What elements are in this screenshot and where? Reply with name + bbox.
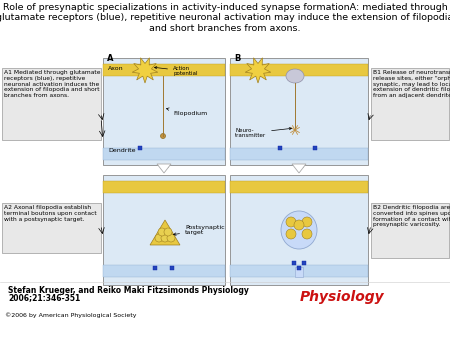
Text: Axon: Axon [108,66,124,71]
Bar [103,265,225,277]
Text: Neuro-
transmitter: Neuro- transmitter [235,127,292,138]
Text: B2 Dendritic filopodia are
converted into spines upon
formation of a contact wit: B2 Dendritic filopodia are converted int… [373,205,450,227]
Text: Action
potential: Action potential [154,66,198,76]
Circle shape [164,228,172,236]
Polygon shape [245,58,271,83]
Circle shape [294,220,304,230]
Text: B: B [234,54,240,63]
Text: Filopodium: Filopodium [166,108,207,116]
Circle shape [158,228,166,236]
Bar [230,148,368,160]
Bar [230,58,368,165]
Polygon shape [157,164,171,173]
Bar [295,267,303,277]
Bar [103,58,225,165]
Bar [230,265,368,277]
Bar [302,261,306,265]
Ellipse shape [286,69,304,83]
Circle shape [161,234,169,242]
Text: 2006;21:346-351: 2006;21:346-351 [8,293,80,302]
Polygon shape [132,58,158,83]
Text: A2 Axonal filopodia establish
terminal boutons upon contact
with a postsynaptic : A2 Axonal filopodia establish terminal b… [4,205,97,222]
FancyBboxPatch shape [2,68,101,140]
FancyBboxPatch shape [371,203,449,258]
Bar [103,64,225,76]
Text: Postsynaptic
target: Postsynaptic target [174,224,225,235]
Circle shape [302,217,312,227]
Bar [230,64,368,76]
Circle shape [302,229,312,239]
Circle shape [167,234,175,242]
Bar [170,266,174,270]
FancyBboxPatch shape [371,68,449,140]
Text: Stefan Krueger, and Reiko Maki Fitzsimonds Physiology: Stefan Krueger, and Reiko Maki Fitzsimon… [8,286,249,295]
Ellipse shape [281,211,317,249]
Bar [161,164,167,167]
Circle shape [155,234,163,242]
Circle shape [161,134,166,139]
Bar [103,148,225,160]
Bar [292,261,296,265]
Bar [103,175,225,285]
Text: B1 Release of neurotransmitter from
release sites, either “orphan” or
synaptic, : B1 Release of neurotransmitter from rele… [373,70,450,98]
Polygon shape [150,220,180,245]
Bar [296,164,302,167]
Polygon shape [292,164,306,173]
Bar [153,266,157,270]
Text: Dendrite: Dendrite [108,148,135,153]
Circle shape [286,229,296,239]
Text: A1 Mediated through glutamate
receptors (blue), repetitive
neuronal activation i: A1 Mediated through glutamate receptors … [4,70,100,98]
Bar [313,146,317,150]
Text: ©2006 by American Physiological Society: ©2006 by American Physiological Society [5,312,136,318]
Bar [138,146,142,150]
Text: A: A [107,54,113,63]
Bar [103,181,225,193]
Bar [297,266,301,270]
Text: Role of presynaptic specializations in activity-induced synapse formationA: medi: Role of presynaptic specializations in a… [0,3,450,33]
Circle shape [286,217,296,227]
Bar [230,175,368,285]
FancyBboxPatch shape [2,203,101,253]
Bar [278,146,282,150]
Text: Physiology: Physiology [300,290,385,304]
Bar [230,181,368,193]
